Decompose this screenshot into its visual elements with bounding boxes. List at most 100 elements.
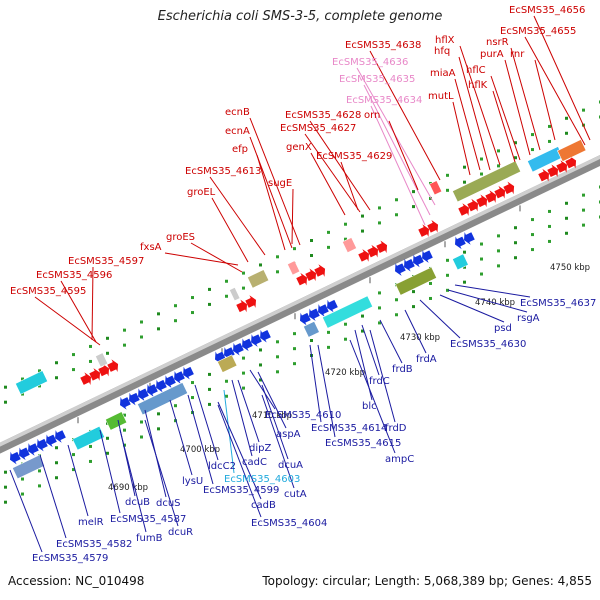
track-dot [38, 469, 41, 473]
track-dot [72, 468, 75, 472]
gene-label-top: EcSMS35_4634 [346, 95, 422, 106]
track-dot [191, 311, 194, 315]
track-dot [157, 412, 160, 416]
track-dot [21, 377, 24, 381]
gene-label-bottom: EcSMS35_4610 [265, 410, 341, 421]
gene-label-top: orn [364, 110, 380, 121]
gene-label-bottom: EcSMS35_4614 [311, 423, 387, 434]
gene-label-bottom: EcSMS35_4630 [450, 339, 526, 350]
label-leader-line [454, 284, 531, 298]
track-dot [310, 239, 313, 243]
track-dot [293, 247, 296, 251]
gene-arrow [120, 366, 194, 410]
track-dot [327, 330, 330, 334]
track-dot [191, 296, 194, 300]
track-dot [344, 322, 347, 326]
label-leader-line [490, 75, 521, 161]
track-dot [4, 485, 7, 489]
track-dot [106, 351, 109, 355]
label-leader-lines [9, 15, 591, 553]
track-dot [259, 263, 262, 267]
track-dot [174, 404, 177, 408]
track-dot [514, 141, 517, 145]
track-dot [293, 362, 296, 366]
scale-tick-label: 4730 kbp [400, 333, 440, 343]
gene-block [452, 253, 469, 271]
track-dot [582, 223, 585, 227]
track-dot [89, 359, 92, 363]
track-dot [225, 279, 228, 283]
label-leader-line [256, 154, 286, 251]
track-dot [446, 173, 449, 177]
track-dot [429, 196, 432, 200]
track-dot [412, 305, 415, 309]
track-dot [446, 273, 449, 277]
track-dot [497, 264, 500, 268]
track-dot [531, 218, 534, 222]
label-leader-line [304, 133, 361, 213]
track-dot [582, 108, 585, 112]
track-dot [565, 116, 568, 120]
label-leader-line [9, 469, 43, 553]
label-leader-line [340, 161, 359, 211]
gene-label-top: purA [480, 49, 504, 60]
track-dot [123, 413, 126, 417]
gene-arrow [455, 232, 475, 250]
gene-label-top: efp [232, 144, 248, 155]
track-dot [55, 461, 58, 465]
gene-label-bottom: EcSMS35_4582 [56, 539, 132, 550]
gene-block [322, 295, 374, 329]
label-leader-line [369, 50, 441, 181]
gene-label-top: sugE [268, 178, 292, 189]
scale-tick-label: 4700 kbp [180, 445, 220, 455]
track-dot [310, 254, 313, 258]
gene-block [247, 269, 270, 289]
gene-label-top: EcSMS35_4613 [185, 166, 261, 177]
track-dot [208, 372, 211, 376]
track-dot [565, 231, 568, 235]
gene-label-top: EcSMS35_4638 [345, 40, 421, 51]
track-dot [140, 335, 143, 339]
gene-label-bottom: lysU [182, 476, 203, 487]
label-leader-line [39, 454, 67, 539]
gene-block [229, 286, 241, 302]
track-dot [378, 221, 381, 225]
gene-label-bottom: blc [362, 401, 377, 412]
gene-label-bottom: frdB [392, 364, 413, 375]
scale-tick-label: 4690 kbp [108, 483, 148, 493]
label-leader-line [217, 404, 262, 518]
track-dot [531, 248, 534, 252]
label-leader-line [249, 369, 276, 410]
label-leader-line [454, 78, 481, 171]
track-dot [463, 250, 466, 254]
label-leader-line [419, 299, 461, 339]
gene-label-bottom: frdD [385, 423, 407, 434]
gene-label-top: EcSMS35_4636 [332, 57, 408, 68]
track-dot [310, 339, 313, 343]
track-dot [395, 213, 398, 217]
label-leader-line [370, 105, 426, 226]
track-dot [327, 345, 330, 349]
label-leader-line [363, 84, 431, 216]
gene-block [217, 354, 238, 373]
track-dot [480, 242, 483, 246]
gene-label-bottom: melR [78, 517, 104, 528]
label-leader-line [349, 339, 396, 454]
gene-block [429, 180, 443, 196]
track-dot [565, 131, 568, 135]
gene-block [557, 139, 587, 162]
gene-label-top: groES [166, 232, 195, 243]
track-dot [174, 319, 177, 323]
track-dot [361, 314, 364, 318]
label-leader-line [388, 120, 419, 191]
gene-label-bottom: dcuR [168, 527, 193, 538]
gene-label-top: fxsA [140, 242, 162, 253]
gene-label-bottom: EcSMS35_4637 [520, 298, 596, 309]
track-dot [429, 296, 432, 300]
gene-arrow [300, 299, 338, 326]
track-dot [89, 444, 92, 448]
track-dot [4, 385, 7, 389]
label-leader-line [67, 444, 89, 517]
gene-arrow [215, 329, 271, 365]
label-leader-line [492, 90, 516, 163]
